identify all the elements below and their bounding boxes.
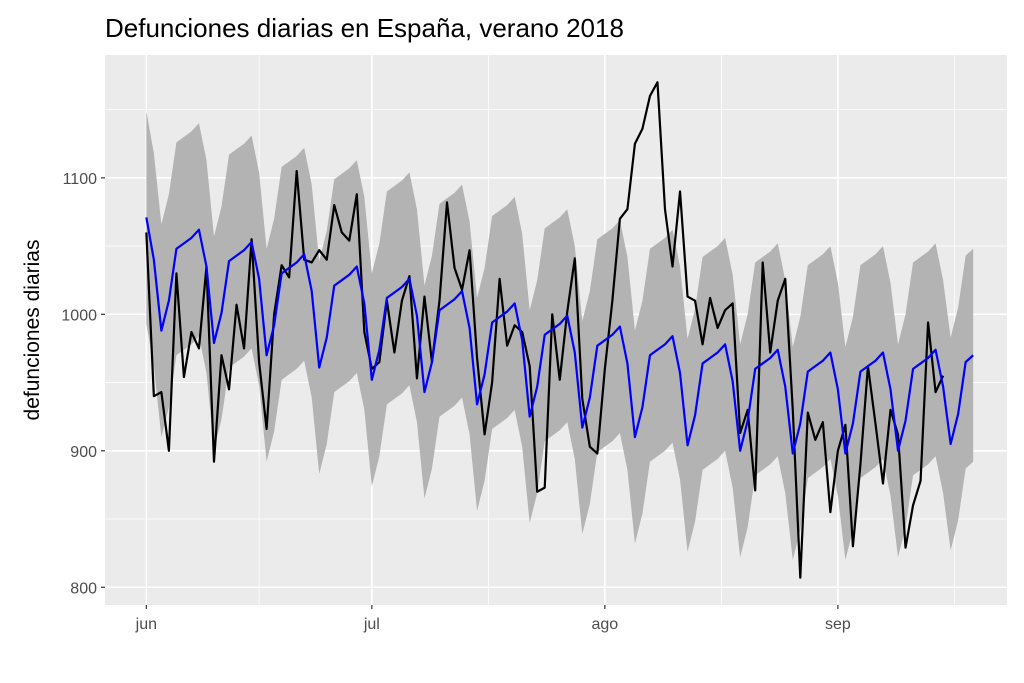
y-tick-label: 1100	[63, 171, 98, 188]
x-tick-label: sep	[825, 616, 851, 633]
series-lines	[145, 81, 974, 579]
y-tick-label: 800	[70, 580, 97, 597]
series-line-esperadas	[145, 217, 974, 455]
x-tick-label: jul	[363, 616, 380, 633]
chart-title: Defunciones diarias en España, verano 20…	[105, 13, 624, 43]
y-axis-label: defunciones diarias	[21, 240, 44, 421]
axes: 800 900 1000 1100 jun jul ago sep	[61, 171, 850, 633]
series-line-observadas	[145, 81, 945, 579]
y-tick-label: 1000	[61, 307, 97, 324]
y-tick-label: 900	[70, 444, 97, 461]
x-tick-label: jun	[135, 616, 157, 633]
x-tick-label: ago	[592, 616, 619, 633]
